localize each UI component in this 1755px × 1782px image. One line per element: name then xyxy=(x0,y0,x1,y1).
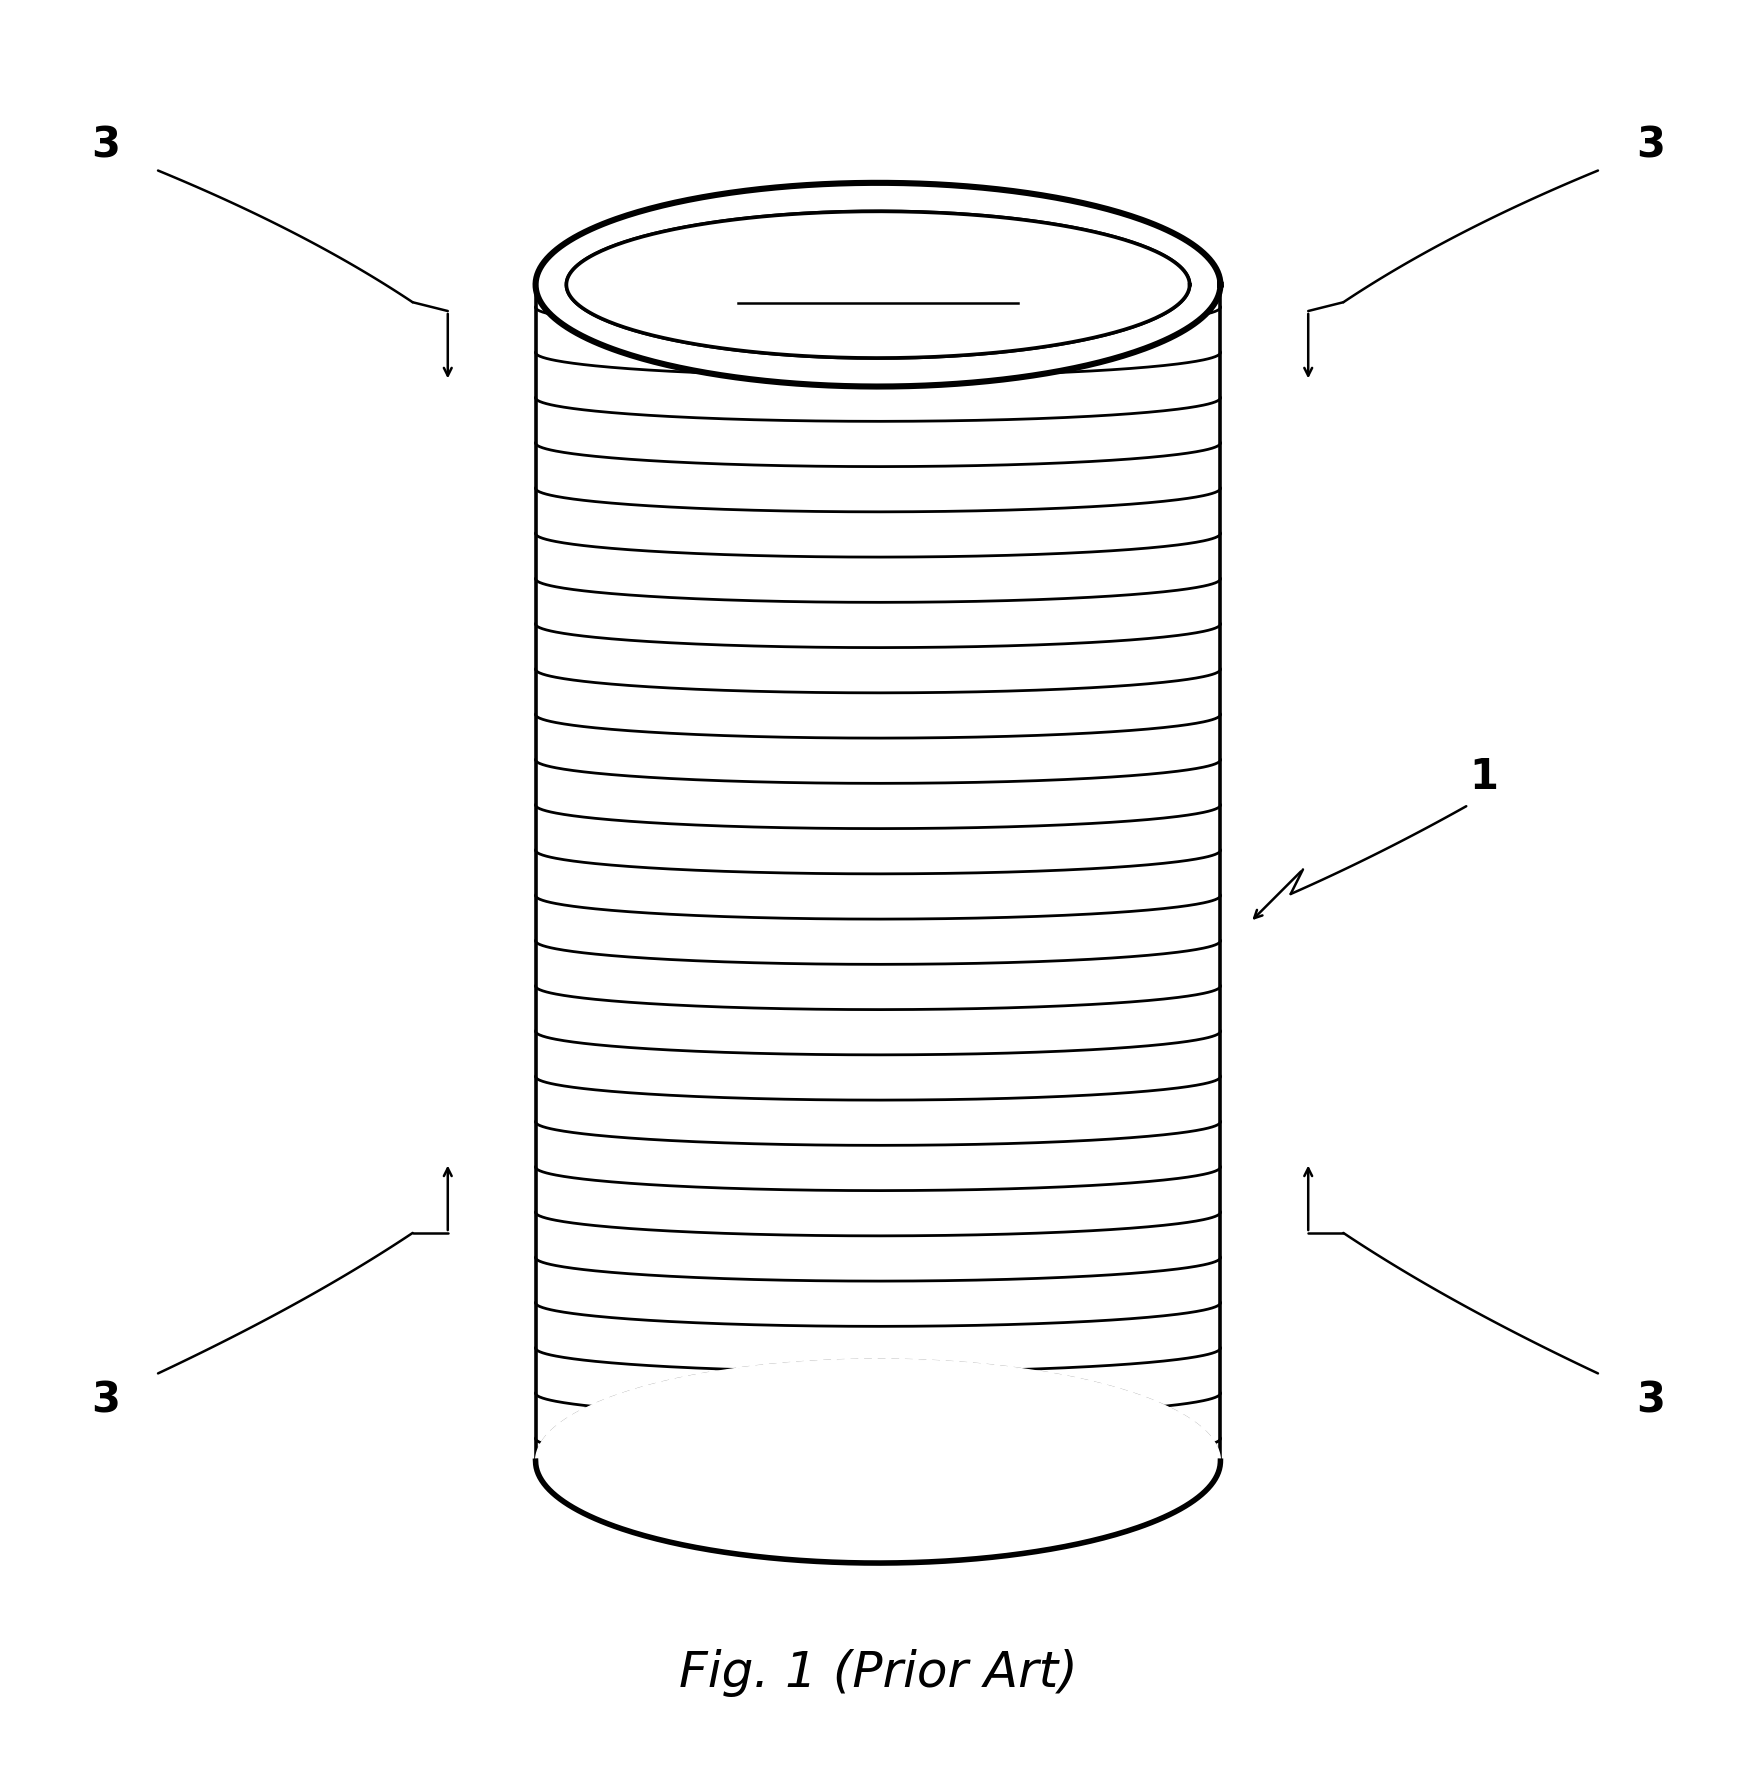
Polygon shape xyxy=(567,212,1188,358)
Text: 3: 3 xyxy=(1636,125,1664,166)
Polygon shape xyxy=(535,184,1220,387)
Polygon shape xyxy=(535,1360,1220,1563)
Text: 3: 3 xyxy=(91,125,119,166)
Text: Fig. 1 (Prior Art): Fig. 1 (Prior Art) xyxy=(677,1648,1078,1696)
Text: 1: 1 xyxy=(1469,756,1497,798)
Text: 3: 3 xyxy=(91,1379,119,1420)
Polygon shape xyxy=(535,285,1220,1461)
Text: 3: 3 xyxy=(1636,1379,1664,1420)
